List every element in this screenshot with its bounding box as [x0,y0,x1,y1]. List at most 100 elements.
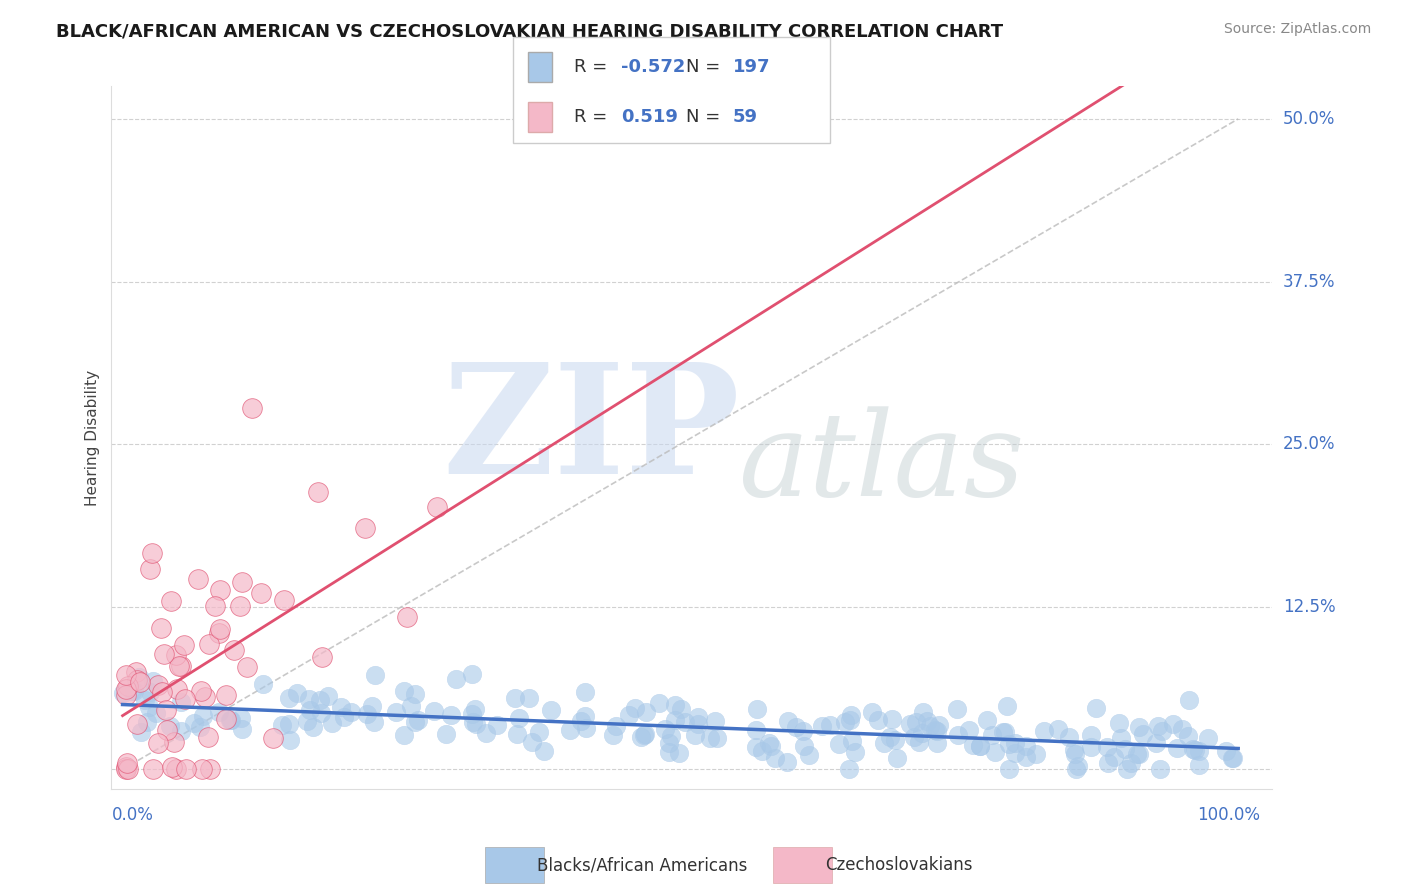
Point [1080,728,1102,742]
Point [503,690,526,705]
Point [508,711,530,725]
Point [122,684,145,698]
Text: atlas: atlas [738,407,1025,521]
Point [152,648,174,662]
Point [574,684,596,698]
Point [461,714,484,729]
Point [167,658,190,673]
Point [998,763,1021,777]
Point [1097,739,1119,754]
Point [229,599,252,613]
Point [776,714,799,728]
Y-axis label: Hearing Disability: Hearing Disability [86,369,100,506]
Point [946,728,969,742]
Point [1004,735,1026,749]
Point [197,730,219,744]
Point [1097,756,1119,771]
Point [884,733,907,747]
Point [194,690,217,704]
Point [1015,739,1038,754]
Point [231,574,253,589]
Point [704,714,727,728]
Point [475,726,498,740]
Point [758,736,780,750]
Point [156,723,179,738]
Point [699,731,721,746]
Point [1063,743,1085,757]
Text: 37.5%: 37.5% [1282,273,1336,291]
Point [125,665,148,680]
Point [792,724,814,739]
Point [169,723,191,738]
Text: R =: R = [574,58,613,76]
Point [880,712,903,726]
Point [423,704,446,718]
Point [176,763,198,777]
Point [111,686,134,700]
Point [138,700,160,714]
Point [841,734,863,748]
Point [654,723,676,737]
Point [664,698,686,713]
Point [634,727,657,741]
Point [215,712,238,726]
Point [218,713,240,727]
Point [811,719,834,733]
Point [558,723,581,738]
Point [915,714,938,728]
Point [928,717,950,731]
Point [633,729,655,743]
Point [1084,701,1107,715]
Point [1187,744,1209,758]
Point [745,702,768,716]
Point [250,585,273,599]
Point [1115,762,1137,776]
Point [506,726,529,740]
Point [839,708,862,723]
Point [115,763,138,777]
Point [394,683,416,698]
Point [115,681,138,696]
Point [404,687,426,701]
Text: Source: ZipAtlas.com: Source: ZipAtlas.com [1223,22,1371,37]
Point [208,705,231,719]
Point [115,760,138,774]
Point [1178,693,1201,707]
Point [262,731,284,746]
Point [125,673,148,687]
Point [634,705,657,719]
Point [860,705,883,719]
Point [647,696,669,710]
Point [302,721,325,735]
Point [522,735,544,749]
Point [215,688,238,702]
Point [945,701,967,715]
Point [240,401,263,415]
Point [1114,742,1136,756]
Point [1125,747,1147,761]
Point [339,705,361,719]
Point [911,726,934,740]
Point [1147,719,1170,733]
Point [976,714,998,728]
Point [159,719,181,733]
Point [125,716,148,731]
Point [658,736,681,750]
Point [160,760,183,774]
Text: 197: 197 [733,58,770,76]
Point [776,755,799,769]
Point [602,728,624,742]
Point [148,736,170,750]
Point [155,703,177,717]
Point [406,713,429,727]
Point [121,683,143,698]
Text: N =: N = [686,108,725,126]
Point [1177,729,1199,743]
Point [688,709,710,723]
Point [295,714,318,728]
Point [135,715,157,730]
Point [761,739,783,753]
Point [115,688,138,702]
Point [744,723,766,738]
Text: 100.0%: 100.0% [1198,805,1261,824]
